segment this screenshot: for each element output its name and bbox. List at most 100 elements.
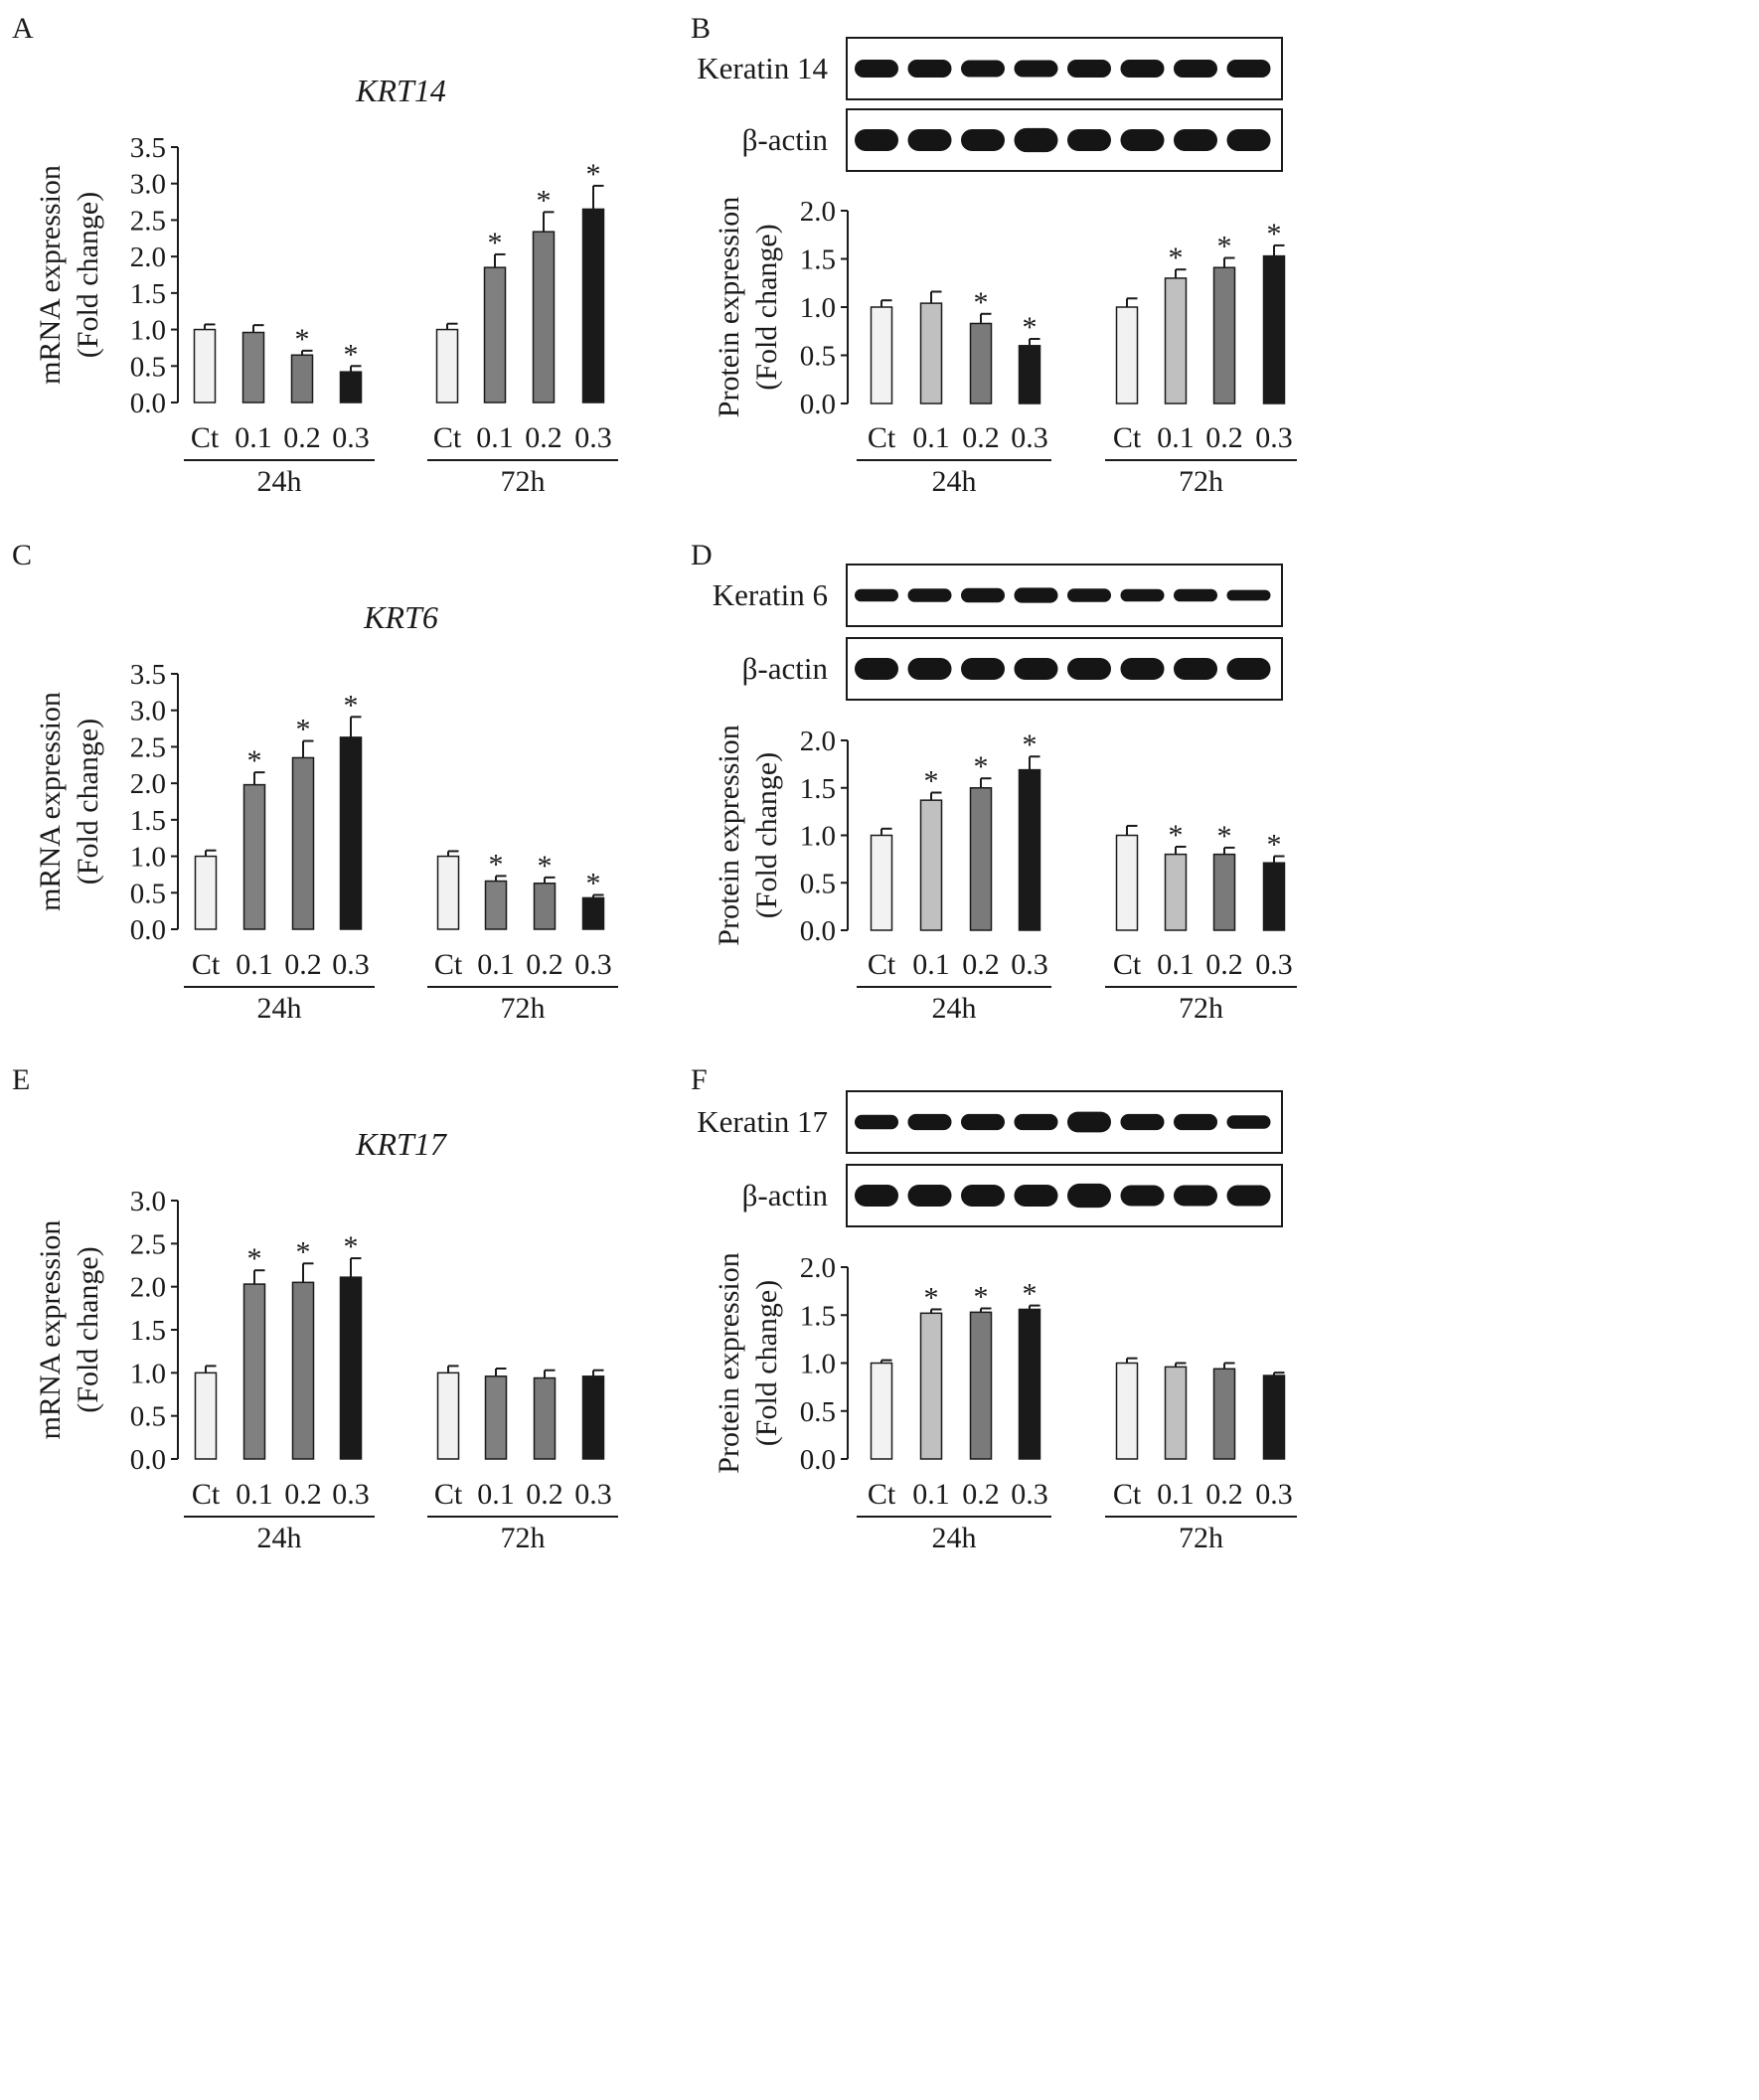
- y-tick-label: 3.0: [130, 696, 166, 727]
- x-category-label: 0.2: [284, 1478, 322, 1511]
- bar: [1018, 345, 1041, 404]
- y-axis-label: (Fold change): [750, 1280, 783, 1446]
- bar: [919, 302, 943, 404]
- blot-loading: β-actin: [742, 637, 1283, 701]
- significance-star: *: [1023, 1278, 1038, 1311]
- bar: [1164, 1366, 1188, 1460]
- bar: [581, 1375, 605, 1460]
- x-category-label: 0.1: [477, 1478, 515, 1511]
- blot-band: [1014, 658, 1058, 680]
- blot-band: [961, 129, 1005, 151]
- blot-band: [855, 129, 898, 151]
- x-category-label: Ct: [1113, 948, 1142, 981]
- bar: [1115, 1362, 1139, 1460]
- x-category-label: 0.3: [1255, 421, 1293, 454]
- y-axis-label: Protein expression: [713, 197, 745, 417]
- blot-label-target: Keratin 6: [713, 577, 828, 612]
- blot-band: [907, 1113, 952, 1131]
- blot-band: [855, 60, 898, 78]
- bar: [291, 1281, 315, 1460]
- y-axis-label: Protein expression: [713, 1252, 745, 1473]
- blot-band: [961, 658, 1005, 680]
- blot-band: [1226, 589, 1271, 601]
- bar: [870, 306, 893, 404]
- x-category-label: Ct: [191, 421, 220, 454]
- significance-star: *: [489, 848, 504, 881]
- blot-band: [1174, 60, 1217, 78]
- blot-band: [961, 1113, 1005, 1131]
- x-category-label: Ct: [868, 1478, 896, 1511]
- x-category-label: 0.2: [1205, 421, 1243, 454]
- y-tick-label: 0.0: [130, 1444, 166, 1476]
- group-label: 72h: [501, 1522, 546, 1554]
- bar: [1115, 306, 1139, 404]
- y-tick-label: 3.0: [130, 169, 166, 201]
- y-tick-label: 0.5: [130, 351, 166, 383]
- chart-panel-f: F Keratin 17 β-actin 0.0 0.5 1.0 1.5 2.0 Protein…: [691, 1063, 1297, 1554]
- bar-group-72h: Ct 0.1 0.2 0.3 72h: [1105, 1357, 1297, 1554]
- bar: [969, 1311, 993, 1460]
- x-category-label: 0.3: [1255, 1478, 1293, 1511]
- bar: [969, 787, 993, 931]
- bar-group-72h: Ct * 0.1 * 0.2 * 0.3 72h: [427, 848, 618, 1025]
- bar: [242, 783, 266, 930]
- bar-group-72h: Ct * 0.1 * 0.2 * 0.3 72h: [1105, 819, 1297, 1025]
- x-category-label: 0.1: [1157, 1478, 1195, 1511]
- x-category-label: Ct: [434, 948, 463, 981]
- blot-band: [1120, 1185, 1165, 1207]
- x-category-label: 0.3: [1255, 948, 1293, 981]
- bar-group-24h: Ct * 0.1 * 0.2 * 0.3 24h: [184, 1230, 375, 1554]
- x-category-label: Ct: [433, 421, 462, 454]
- y-tick-label: 1.5: [800, 244, 836, 276]
- blot-band: [1174, 1185, 1217, 1207]
- significance-star: *: [247, 744, 262, 777]
- x-category-label: 0.2: [283, 421, 321, 454]
- y-axis-label: mRNA expression: [34, 1220, 67, 1440]
- y-tick-label: 1.5: [130, 1315, 166, 1347]
- bar: [436, 855, 460, 930]
- bar: [1164, 853, 1188, 931]
- bar: [919, 1312, 943, 1460]
- significance-star: *: [344, 338, 359, 371]
- bar-group-72h: Ct * 0.1 * 0.2 * 0.3 72h: [427, 158, 618, 498]
- chart-title: KRT6: [363, 599, 438, 635]
- bar: [241, 331, 265, 404]
- significance-star: *: [1169, 819, 1184, 852]
- significance-star: *: [296, 1235, 311, 1268]
- y-tick-label: 1.5: [800, 1300, 836, 1332]
- bar: [1212, 1368, 1236, 1460]
- blot-target: Keratin 6: [713, 564, 1283, 627]
- blot-band: [1226, 60, 1271, 78]
- blot-band: [907, 60, 952, 78]
- blot-band: [855, 1185, 898, 1207]
- y-tick-label: 1.5: [130, 278, 166, 310]
- bar: [969, 322, 993, 404]
- y-tick-label: 2.0: [130, 242, 166, 273]
- bar: [484, 1375, 508, 1460]
- blot-band: [855, 658, 898, 680]
- blot-band: [855, 588, 898, 602]
- y-tick-label: 2.5: [130, 1228, 166, 1260]
- x-category-label: 0.2: [962, 1478, 1000, 1511]
- significance-star: *: [586, 158, 601, 191]
- y-tick-label: 1.0: [800, 292, 836, 324]
- bar-group-24h: Ct * 0.1 * 0.2 * 0.3 24h: [857, 728, 1051, 1025]
- y-axis: 0.0 0.5 1.0 1.5 2.0: [800, 196, 849, 420]
- blot-band: [1067, 1183, 1111, 1209]
- y-tick-label: 3.5: [130, 132, 166, 164]
- significance-star: *: [974, 750, 989, 783]
- significance-star: *: [1267, 218, 1282, 250]
- x-category-label: Ct: [868, 948, 896, 981]
- blot-band: [1067, 60, 1111, 78]
- group-label: 72h: [501, 465, 546, 498]
- y-axis: 0.0 0.5 1.0 1.5 2.0: [800, 726, 849, 947]
- x-category-label: 0.3: [574, 421, 612, 454]
- y-axis-label: mRNA expression: [34, 692, 67, 911]
- y-tick-label: 0.0: [800, 1444, 836, 1476]
- blot-target: Keratin 17: [697, 1090, 1283, 1154]
- blot-band: [1120, 1113, 1165, 1131]
- blot-label-loading: β-actin: [742, 651, 829, 686]
- y-axis-label: (Fold change): [72, 719, 104, 885]
- significance-star: *: [924, 1281, 939, 1314]
- y-tick-label: 0.5: [130, 1401, 166, 1433]
